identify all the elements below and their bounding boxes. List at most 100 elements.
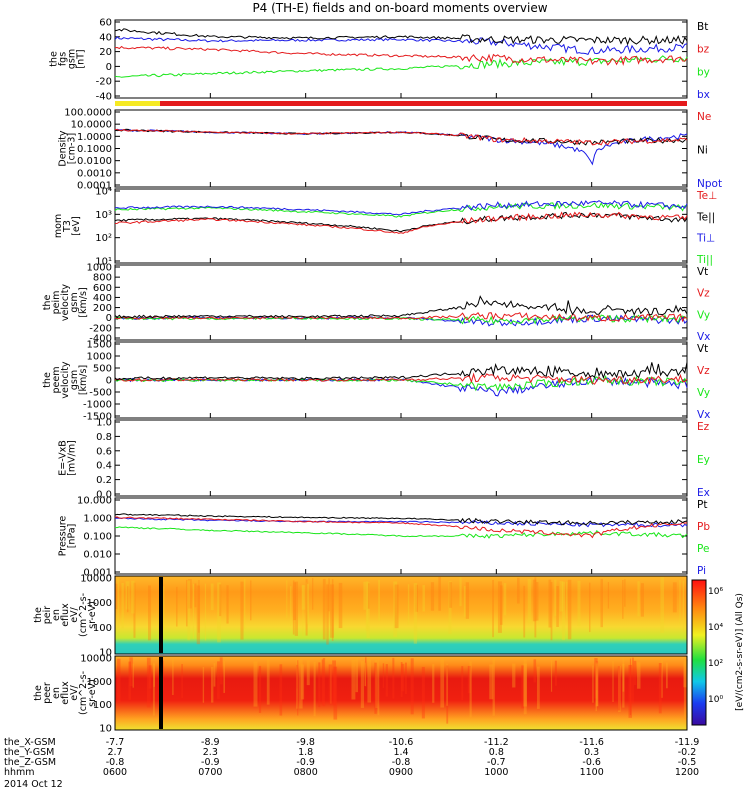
y-axis-label-line: fgs bbox=[58, 52, 69, 66]
spectrogram-streak bbox=[554, 579, 557, 616]
series-ve-Vy bbox=[114, 374, 688, 392]
y-tick-label: 20 bbox=[99, 47, 112, 58]
spectrogram-streak bbox=[378, 579, 381, 621]
spectrogram-streak bbox=[210, 583, 214, 611]
spectrogram-streak bbox=[127, 586, 129, 613]
spectrogram-streak bbox=[492, 657, 495, 716]
y-axis-label-line: gsm bbox=[69, 292, 80, 312]
colorbar-scale bbox=[691, 579, 707, 726]
spectrogram-streak bbox=[682, 580, 685, 632]
y-axis-label-line: sr-eV) bbox=[87, 601, 98, 629]
legend-Pe: Pe bbox=[697, 543, 709, 555]
spectrogram-streak bbox=[219, 584, 222, 617]
spectrogram-streak bbox=[624, 579, 626, 607]
spectrogram-streak bbox=[213, 663, 216, 687]
spectrogram-streak bbox=[198, 579, 200, 633]
y-tick-label: 0 bbox=[106, 313, 112, 324]
legend-Ey: Ey bbox=[697, 454, 710, 466]
y-tick-label: 200 bbox=[93, 303, 112, 314]
y-tick-label: 100.0000 bbox=[64, 108, 112, 119]
xaxis-row-label: the_Y-GSM bbox=[4, 747, 54, 758]
spectrogram-streak bbox=[187, 579, 192, 609]
spectrogram-streak bbox=[523, 585, 526, 638]
series-vi-Vy bbox=[114, 313, 688, 325]
legend-by: by bbox=[697, 66, 710, 78]
panel-frame bbox=[114, 109, 688, 188]
xaxis-row-label: the_X-GSM bbox=[4, 737, 56, 748]
spectrogram-streak bbox=[331, 579, 334, 641]
y-axis-label-line: gsm bbox=[69, 370, 80, 390]
spectrogram-streak bbox=[577, 580, 581, 627]
y-tick-label: 0.0001 bbox=[77, 181, 112, 192]
legend-Ti⊥: Ti⊥ bbox=[696, 233, 715, 245]
spectrogram-streak bbox=[192, 583, 195, 639]
y-tick-label: 10 bbox=[99, 724, 112, 735]
y-axis-label-line: gsm bbox=[67, 49, 78, 69]
spectrogram-streak bbox=[128, 661, 131, 700]
y-tick-label: 1500 bbox=[87, 340, 112, 351]
legend-Ti||: Ti|| bbox=[696, 254, 713, 266]
y-axis-label-line: T3 bbox=[62, 220, 73, 233]
y-axis-label-line: sr-eV) bbox=[87, 679, 98, 707]
y-axis-label-line: eflux bbox=[60, 603, 71, 627]
legend-Vt: Vt bbox=[697, 266, 708, 278]
y-axis-label-line: [cm-3] bbox=[67, 133, 78, 164]
y-tick-label: 0.4 bbox=[96, 461, 112, 472]
spectrogram-streak bbox=[115, 583, 118, 610]
y-tick-label: 60 bbox=[99, 18, 112, 29]
y-tick-label: 0.010 bbox=[83, 550, 112, 561]
y-tick-label: -1000 bbox=[83, 400, 112, 411]
spectrogram-streak bbox=[521, 665, 524, 709]
legend-Bt: Bt bbox=[697, 21, 708, 33]
y-axis-label-line: velocity bbox=[60, 361, 71, 399]
spectrogram-streak bbox=[516, 577, 520, 604]
spectrogram-streak bbox=[492, 579, 494, 638]
spectrogram-streak bbox=[306, 660, 310, 686]
spectrogram-streak bbox=[318, 662, 321, 708]
spectrogram-streak bbox=[374, 662, 377, 714]
spectrogram-streak bbox=[292, 580, 295, 635]
y-tick-label: -1500 bbox=[83, 412, 112, 423]
xaxis-value: -9.8 bbox=[296, 737, 315, 748]
spectrogram-streak bbox=[132, 663, 134, 688]
xaxis-value: 1.4 bbox=[393, 747, 408, 758]
spectrogram-streak bbox=[131, 580, 135, 614]
spectrogram-streak bbox=[594, 658, 598, 699]
series-ve-Vt bbox=[114, 362, 688, 381]
spectrogram-streak bbox=[446, 665, 449, 724]
xaxis-value: 0.8 bbox=[489, 747, 504, 758]
y-axis-label-line: [mV/m] bbox=[67, 440, 78, 476]
y-tick-label: 0 bbox=[106, 62, 112, 73]
spectrogram-streak bbox=[338, 582, 343, 629]
spectrogram-streak bbox=[592, 665, 594, 703]
xaxis-value: -8.9 bbox=[201, 737, 220, 748]
spectrogram-streak bbox=[219, 657, 223, 685]
y-axis-label-line: peer bbox=[42, 682, 53, 704]
spectrogram-streak bbox=[595, 662, 599, 707]
y-axis-label-line: peim bbox=[51, 291, 62, 315]
xaxis-value: 1000 bbox=[484, 767, 508, 778]
y-tick-label: 100 bbox=[93, 700, 112, 711]
spectrogram-streak bbox=[618, 666, 621, 713]
y-tick-label: 1000 bbox=[87, 677, 112, 688]
spectrogram-streak bbox=[407, 584, 410, 625]
legend-Vx: Vx bbox=[697, 331, 710, 343]
y-axis-label-line: (cm^2-s- bbox=[78, 671, 89, 715]
y-tick-label: 10⁴ bbox=[95, 187, 112, 198]
spectrogram-streak bbox=[467, 665, 472, 694]
spectrogram-streak bbox=[660, 577, 665, 633]
spectrogram-streak bbox=[186, 579, 188, 627]
series-vi-Vz bbox=[114, 312, 688, 323]
spectrogram-streak bbox=[536, 582, 539, 621]
panel-pressure: 10.0001.0000.1000.0100.001Pressure[nPa]P… bbox=[58, 496, 711, 579]
spectrogram-streak bbox=[665, 662, 668, 689]
y-tick-label: 800 bbox=[93, 273, 112, 284]
spectrogram-streak bbox=[503, 583, 507, 616]
spectrogram-streak bbox=[322, 578, 326, 640]
spectrogram-streak bbox=[240, 581, 244, 640]
y-axis-label-line: en bbox=[51, 687, 62, 699]
xaxis-value: -0.9 bbox=[296, 757, 315, 768]
